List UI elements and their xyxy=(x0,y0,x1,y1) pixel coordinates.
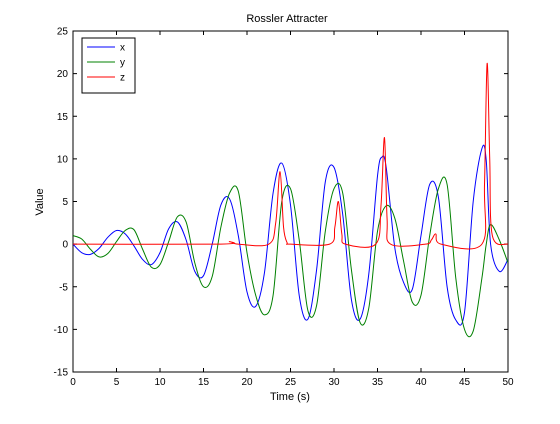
x-tick-label: 50 xyxy=(502,377,514,388)
legend-box xyxy=(81,37,136,94)
x-tick-label: 5 xyxy=(114,377,120,388)
y-tick-label: 0 xyxy=(62,240,68,251)
series-line-z xyxy=(73,62,508,250)
series-layer xyxy=(73,62,508,338)
series-line-y xyxy=(73,176,508,338)
y-tick-label: 20 xyxy=(57,69,69,80)
y-tick-label: -5 xyxy=(59,282,68,293)
chart-title: Rossler Attracter xyxy=(246,13,328,25)
x-tick-label: 25 xyxy=(285,377,297,388)
x-axis-label: Time (s) xyxy=(270,391,310,403)
legend-label-x: x xyxy=(120,43,125,54)
x-tick-label: 15 xyxy=(198,377,210,388)
x-tick-label: 45 xyxy=(459,377,471,388)
y-axis-label: Value xyxy=(34,188,46,215)
y-tick-label: 10 xyxy=(57,154,69,165)
legend-label-z: z xyxy=(120,73,125,84)
y-tick-label: -15 xyxy=(54,368,69,379)
x-tick-label: 30 xyxy=(328,377,340,388)
x-tick-label: 40 xyxy=(415,377,427,388)
y-tick-label: -10 xyxy=(54,325,69,336)
x-axis: 0 5 10 15 20 25 30 35 40 45 50 xyxy=(70,31,514,388)
x-tick-label: 10 xyxy=(154,377,166,388)
x-tick-label: 0 xyxy=(70,377,76,388)
y-tick-label: 5 xyxy=(62,197,68,208)
series-line-x xyxy=(73,144,508,326)
x-tick-label: 20 xyxy=(241,377,253,388)
y-tick-label: 25 xyxy=(57,27,69,38)
legend: xyz xyxy=(81,37,136,94)
x-tick-label: 35 xyxy=(372,377,384,388)
legend-label-y: y xyxy=(120,58,125,69)
y-tick-label: 15 xyxy=(57,112,69,123)
